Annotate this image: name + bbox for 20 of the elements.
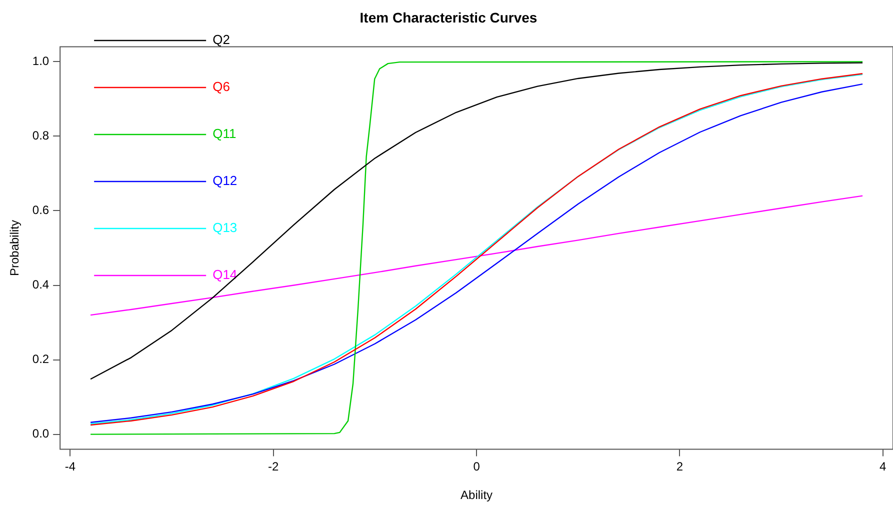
text: Q11 — [212, 126, 236, 142]
x-tick-label: -2 — [268, 460, 280, 474]
series-label: Q14 — [212, 267, 238, 282]
chart-title: Item Characteristic Curves — [360, 9, 538, 26]
text: Q6 — [212, 79, 230, 94]
x-tick-label: -4 — [64, 460, 76, 474]
text: Q12 — [212, 173, 238, 188]
y-tick-label: 0.0 — [32, 426, 50, 441]
y-tick-label: 0.6 — [32, 203, 50, 218]
y-axis-title: Probability — [8, 220, 22, 276]
y-tick-label: 1.0 — [32, 54, 50, 68]
y-tick-label: 0.8 — [32, 128, 50, 143]
y-tick-label: 0.4 — [32, 278, 50, 292]
x-tick-label: 0 — [473, 460, 480, 474]
x-tick-label: 2 — [676, 460, 684, 474]
text: Q2 — [212, 32, 230, 48]
y-tick-label: 0.2 — [32, 352, 50, 366]
x-axis-title: Ability — [460, 488, 493, 502]
text: Q13 — [212, 220, 238, 236]
x-tick-label: 4 — [880, 460, 886, 474]
